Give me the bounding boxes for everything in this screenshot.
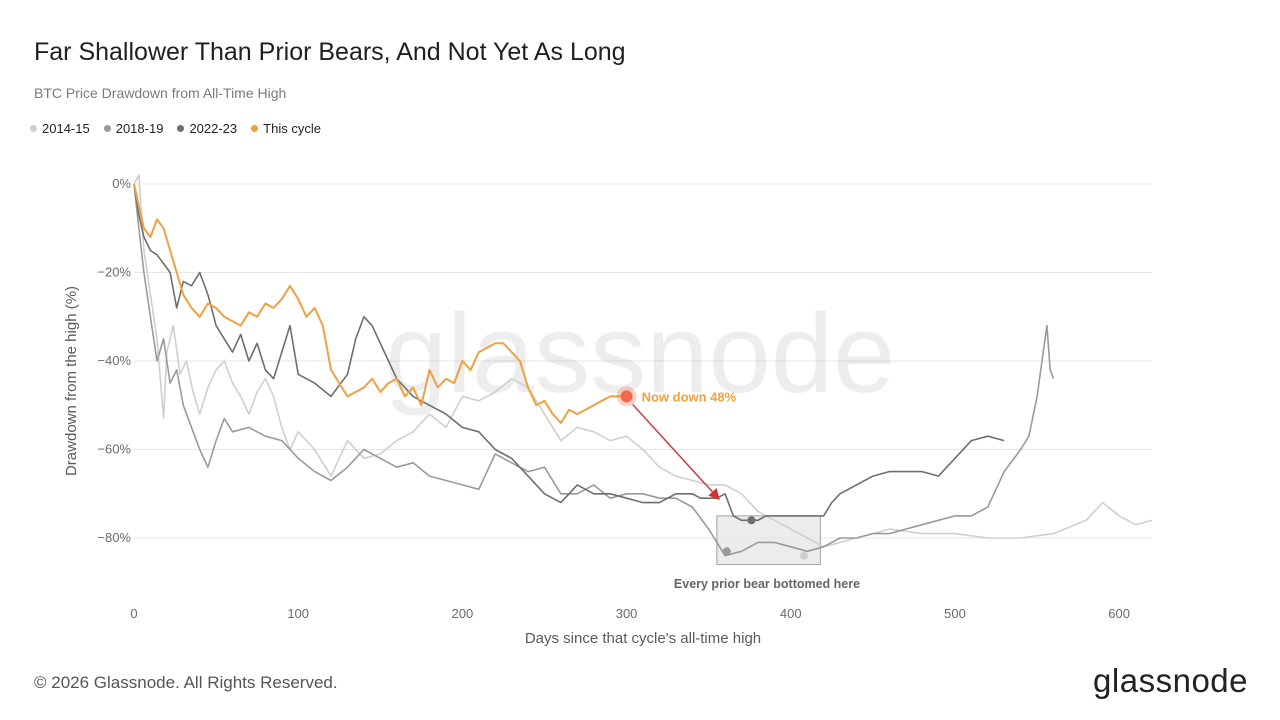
line-this-cycle bbox=[133, 183, 627, 424]
legend-label-2014-15: 2014-15 bbox=[42, 121, 90, 136]
legend-label-this-cycle: This cycle bbox=[263, 121, 321, 136]
bottom-zone-label: Every prior bear bottomed here bbox=[674, 577, 860, 591]
bottom-point bbox=[747, 516, 756, 525]
legend-label-2022-23: 2022-23 bbox=[189, 121, 238, 136]
x-tick-label: 100 bbox=[287, 606, 309, 621]
x-tick-label: 0 bbox=[130, 606, 137, 621]
x-tick-label: 500 bbox=[944, 606, 966, 621]
x-tick-label: 200 bbox=[452, 606, 474, 621]
x-tick-label: 400 bbox=[780, 606, 802, 621]
legend-item-2018-19[interactable]: 2018-19 bbox=[103, 121, 164, 136]
now-label: Now down 48% bbox=[642, 389, 737, 404]
y-tick-label: 0% bbox=[112, 176, 131, 191]
bottom-point bbox=[722, 547, 731, 556]
now-dot bbox=[620, 390, 633, 403]
y-tick-label: −20% bbox=[97, 265, 131, 280]
copyright-text: © 2026 Glassnode. All Rights Reserved. bbox=[34, 673, 338, 692]
legend-label-2018-19: 2018-19 bbox=[115, 121, 164, 136]
legend-dot-2014-15 bbox=[30, 125, 37, 132]
chart-legend: 2014-15 2018-19 2022-23 This cycle bbox=[30, 121, 321, 136]
x-tick-label: 600 bbox=[1108, 606, 1130, 621]
bottom-point bbox=[799, 551, 808, 560]
glassnode-logo: glassnode bbox=[1093, 662, 1248, 699]
y-axis-label: Drawdown from the high (%) bbox=[63, 286, 80, 476]
y-tick-label: −40% bbox=[97, 353, 131, 368]
legend-dot-2022-23 bbox=[177, 125, 185, 132]
x-tick-label: 300 bbox=[616, 606, 638, 621]
legend-item-2022-23[interactable]: 2022-23 bbox=[177, 121, 237, 136]
legend-dot-2018-19 bbox=[103, 125, 111, 132]
chart-title: Far Shallower Than Prior Bears, And Not … bbox=[34, 38, 626, 66]
legend-item-this-cycle[interactable]: This cycle bbox=[251, 121, 321, 136]
chart-subtitle: BTC Price Drawdown from All-Time High bbox=[34, 85, 287, 101]
annotation-arrow bbox=[632, 403, 720, 501]
y-tick-label: −60% bbox=[97, 442, 131, 457]
legend-item-2014-15[interactable]: 2014-15 bbox=[30, 121, 90, 136]
watermark: glassnode bbox=[385, 291, 896, 416]
line-2014-15 bbox=[133, 174, 1153, 548]
x-axis-label: Days since that cycle's all-time high bbox=[525, 630, 761, 647]
y-tick-label: −80% bbox=[97, 530, 131, 545]
legend-dot-this-cycle bbox=[251, 125, 259, 132]
line-2022-23 bbox=[133, 183, 1005, 522]
